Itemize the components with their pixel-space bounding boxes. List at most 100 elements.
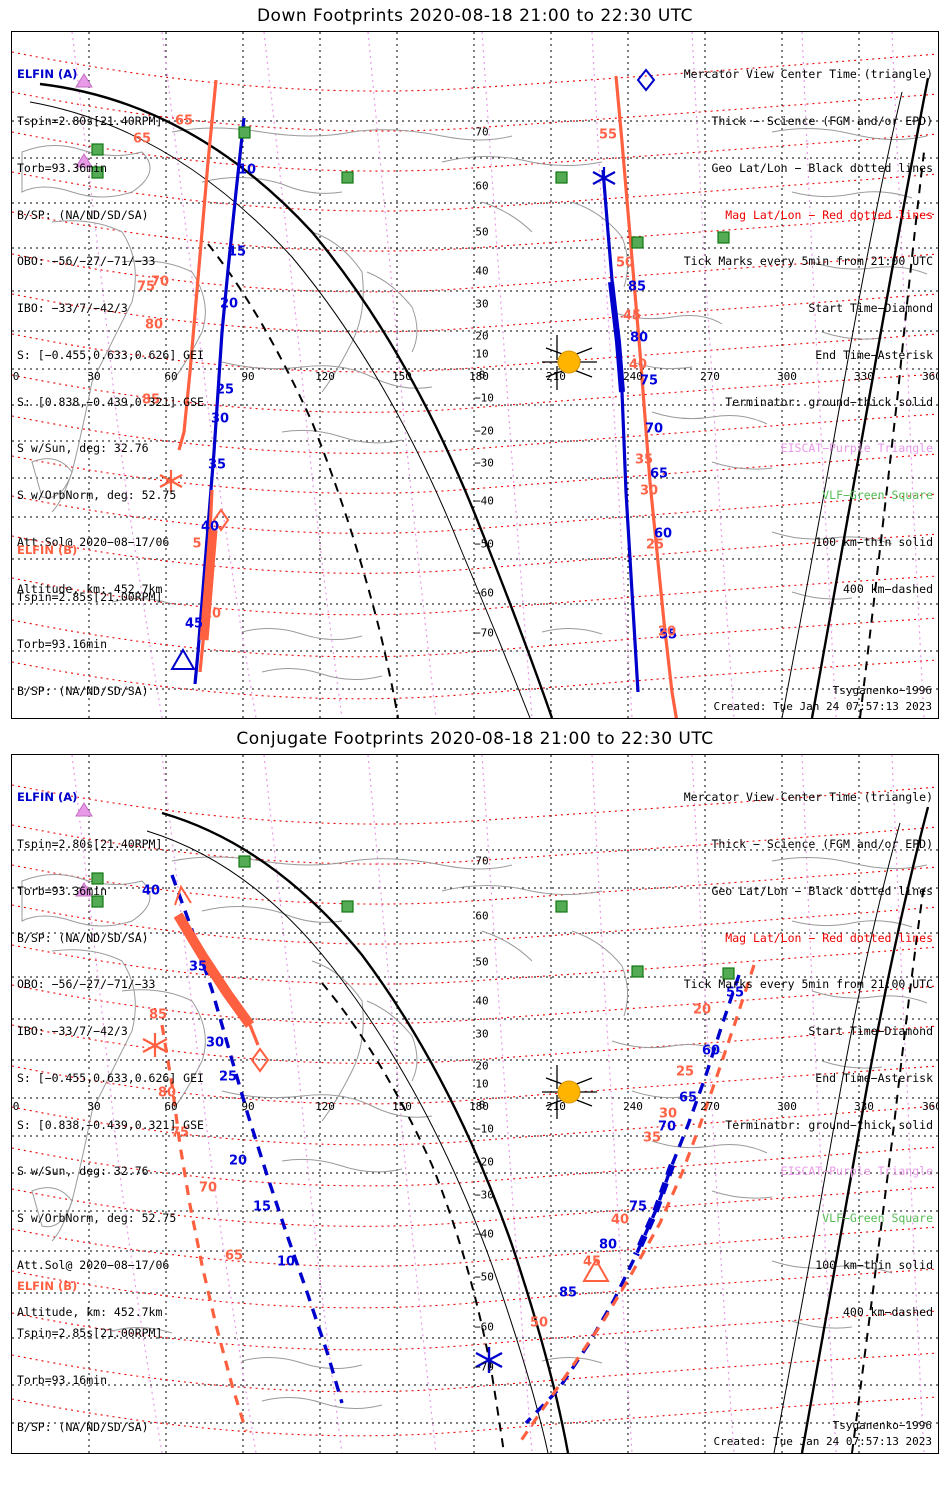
xtick-150: 150 [392, 370, 412, 383]
track-tick-a-35: 35 [207, 457, 227, 473]
track-elfin-a-down-right [601, 169, 640, 693]
xtick-180: 180 [469, 1100, 489, 1113]
track-tick-b-55: 55 [598, 127, 618, 143]
xtick-60: 60 [164, 1100, 178, 1113]
track-tick-a-75: 75 [628, 1199, 648, 1215]
elfin-a-line-4: IBO: −33/7/−42/3 [17, 301, 128, 316]
plot-frame-down: 0 30 60 90 120 150 180 210 240 270 300 3… [11, 31, 939, 719]
ytick-10: 10 [475, 347, 489, 361]
ytick-20: 20 [475, 329, 489, 343]
terminator-ground-down [39, 77, 930, 718]
ytick--50: −50 [474, 537, 494, 551]
elfin-a-line-6: S: [0.838,−0.439,0.321] GSE [17, 1117, 204, 1132]
legend-line-8: EISCAT−Purple Triangle [780, 441, 933, 456]
track-tick-a-40: 40 [141, 883, 161, 899]
terminator-ground-conjugate [161, 806, 930, 1453]
track-tick-b-45: 45 [622, 308, 642, 324]
track-tick-b-75: 75 [170, 1125, 190, 1141]
elfin-a-line-1: Torb=93.36min [17, 160, 108, 175]
track-tick-b-85: 85 [148, 1007, 168, 1023]
elfin-a-line-5: S: [−0.455,0.633,0.626] GEI [17, 347, 204, 362]
legend-line-3: Mag Lat/Lon − Red dotted lines [725, 930, 933, 945]
track-tick-a-55: 55 [725, 985, 745, 1001]
panel-conjugate-footprints: Conjugate Footprints 2020-08-18 21:00 to… [0, 723, 950, 1483]
elfin-a-line-8: S w/OrbNorm, deg: 52.75 [17, 488, 177, 503]
ytick--40: −40 [474, 1227, 494, 1241]
track-tick-a-60: 60 [701, 1043, 721, 1059]
ytick-50: 50 [475, 225, 489, 239]
track-tick-a-75: 75 [639, 373, 659, 389]
track-tick-b-85: 85 [141, 392, 161, 408]
legend-line-5: Start Time−Diamond [808, 1024, 933, 1039]
track-elfin-b-down-right [614, 75, 678, 718]
legend-line-1: Thick − Science (FGM and/or EPD) [711, 113, 933, 128]
track-tick-b-20: 20 [692, 1002, 712, 1018]
elfin-a-line-6: S: [0.838,−0.439,0.321] GSE [17, 394, 204, 409]
xtick-270: 270 [700, 1100, 720, 1113]
elfin-a-line-10: Altitude, km: 452.7km [17, 1304, 163, 1319]
legend-line-9: VLF−Green Square [822, 1211, 933, 1226]
track-tick-b-80: 80 [157, 1085, 177, 1101]
xtick-120: 120 [315, 1100, 335, 1113]
elfin-b-line-2: B/SP: (NA/ND/SD/SA) [17, 1419, 149, 1434]
track-elfin-b-science-down [199, 529, 218, 641]
track-tick-a-80: 80 [598, 1237, 618, 1253]
ytick-70: 70 [475, 125, 489, 139]
track-tick-b-30: 30 [639, 483, 659, 499]
elfin-b-line-1: Torb=93.16min [17, 636, 108, 651]
legend-line-1: Thick − Science (FGM and/or EPD) [711, 836, 933, 851]
map-canvas-down [12, 32, 938, 718]
track-tick-b-75: 75 [136, 279, 156, 295]
track-tick-a-30: 30 [210, 411, 230, 427]
track-elfin-a-science-down [608, 281, 625, 393]
marker-start-diamond-b-conjugate [250, 1047, 270, 1073]
xtick-330: 330 [854, 1100, 874, 1113]
mag-lat-grid-conjugate [12, 784, 938, 1437]
track-tick-a-45: 45 [184, 616, 204, 632]
xtick-210: 210 [546, 370, 566, 383]
ytick-30: 30 [475, 297, 489, 311]
elfin-a-line-3: OBO: −56/−27/−71/−33 [17, 254, 156, 269]
marker-end-asterisk-a-conjugate [475, 1347, 503, 1373]
ytick-60: 60 [475, 909, 489, 923]
xtick-0: 0 [12, 370, 20, 383]
track-tick-b-40: 40 [628, 357, 648, 373]
xtick-30: 30 [87, 1100, 101, 1113]
ytick-0: 0 [478, 368, 486, 382]
eiscat-triangle-marker [75, 802, 93, 897]
xtick-300: 300 [777, 370, 797, 383]
elfin-a-line-4: IBO: −33/7/−42/3 [17, 1024, 128, 1039]
elfin-a-line-3: OBO: −56/−27/−71/−33 [17, 977, 156, 992]
legend-line-7: Terminator: ground−thick solid [725, 1117, 933, 1132]
footer-created-down: Created: Tue Jan 24 07:57:13 2023 [713, 700, 932, 713]
ytick-20: 20 [475, 1059, 489, 1073]
sun-symbol-down [542, 335, 597, 390]
elfin-a-line-7: S w/Sun, deg: 32.76 [17, 1164, 149, 1179]
track-tick-b-10: 10 [202, 606, 222, 622]
legend-line-2: Geo Lat/Lon − Black dotted lines [711, 883, 933, 898]
track-elfin-b-science-conjugate [173, 912, 255, 1028]
track-tick-b-50: 50 [529, 1315, 549, 1331]
track-tick-b-70: 70 [150, 274, 170, 290]
ytick--50: −50 [474, 1270, 494, 1284]
elfin-b-line-1: Torb=93.16min [17, 1372, 108, 1387]
elfin-b-header: ELFIN (B) [17, 1279, 78, 1294]
ytick--30: −30 [474, 456, 494, 470]
track-tick-a-80: 80 [629, 330, 649, 346]
elfin-b-line-0: Tspin=2.85s[21.00RPM] [17, 1325, 163, 1340]
ytick--70: −70 [474, 626, 494, 640]
track-tick-a-85: 85 [558, 1285, 578, 1301]
track-elfin-b-conjugate-upper [248, 1024, 260, 1046]
elfin-b-header: ELFIN (B) [17, 543, 78, 558]
track-tick-a-25: 25 [218, 1069, 238, 1085]
legend-line-3: Mag Lat/Lon − Red dotted lines [725, 207, 933, 222]
ytick-0: 0 [478, 1098, 486, 1112]
marker-center-triangle-b-conjugate [582, 1257, 610, 1282]
ytick--40: −40 [474, 494, 494, 508]
xtick-90: 90 [241, 1100, 255, 1113]
track-elfin-a-science-conjugate [633, 1163, 676, 1257]
elfin-a-line-1: Torb=93.36min [17, 883, 108, 898]
xtick-0: 0 [12, 1100, 20, 1113]
mag-lat-grid-down [12, 51, 938, 700]
